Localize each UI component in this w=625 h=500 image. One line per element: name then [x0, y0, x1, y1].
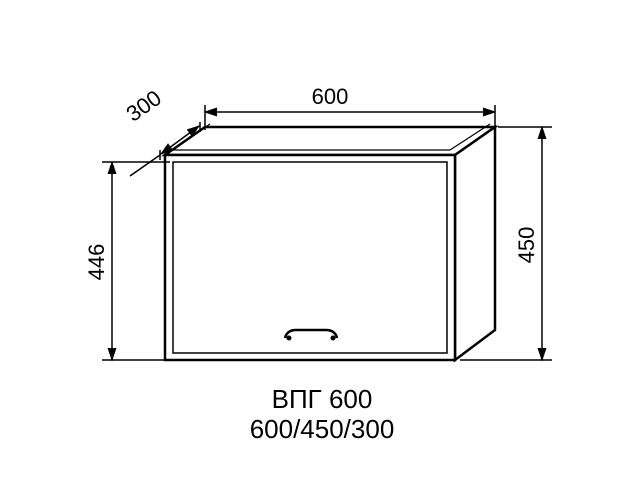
dim-height-label: 450	[514, 227, 539, 264]
dim-width: 600	[205, 84, 495, 130]
drawing-subtitle: 600/450/300	[250, 414, 395, 444]
cabinet-drawing	[165, 124, 495, 360]
dim-depth-label: 300	[121, 85, 165, 127]
cabinet-side-face	[455, 127, 495, 360]
cabinet-top-face	[165, 127, 495, 155]
drawing-title: ВПГ 600	[272, 384, 373, 414]
dim-front-height: 446	[84, 162, 170, 360]
cabinet-door	[173, 162, 447, 353]
dim-front-height-label: 446	[84, 244, 109, 281]
dim-width-label: 600	[312, 84, 349, 109]
